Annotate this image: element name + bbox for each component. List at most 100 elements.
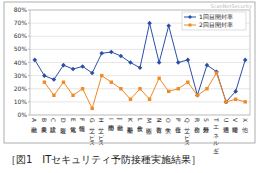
plot-frame	[30, 10, 250, 115]
x-tick-label: F情報	[79, 118, 86, 132]
marker	[205, 63, 210, 68]
x-tick-label: D製造	[60, 118, 67, 134]
marker	[148, 98, 151, 101]
grid-line	[30, 115, 250, 116]
legend-marker	[189, 24, 192, 27]
x-tick-label: K不動産	[127, 118, 134, 134]
x-tick-label: R公務	[194, 118, 201, 133]
marker	[61, 63, 66, 68]
y-tick	[28, 10, 30, 11]
x-tick-label: A金融	[31, 118, 38, 133]
marker	[167, 90, 170, 93]
x-tick-label: S分類外	[203, 118, 210, 133]
marker	[224, 100, 227, 103]
x-tick-label: X他	[242, 118, 249, 133]
y-tick-label: 30%	[14, 72, 28, 79]
marker	[100, 74, 103, 77]
marker	[138, 87, 141, 90]
marker	[214, 69, 219, 74]
marker	[62, 80, 65, 83]
marker	[109, 50, 114, 55]
marker	[215, 71, 218, 74]
marker	[80, 64, 85, 69]
y-tick	[28, 23, 30, 24]
marker	[129, 98, 132, 101]
plot-area	[32, 21, 247, 110]
y-tick	[28, 88, 30, 89]
x-tick-label: Tエネルギー	[213, 117, 220, 155]
y-tick-label: 20%	[14, 85, 28, 92]
marker	[43, 80, 46, 83]
x-tick-label: Gサービス	[88, 118, 96, 146]
x-tick-label: V運輸	[232, 118, 239, 133]
marker	[71, 94, 74, 97]
marker	[233, 89, 238, 94]
marker	[138, 65, 143, 70]
watermark: ScanNetSecurity	[211, 3, 253, 10]
grid-line	[30, 49, 250, 50]
marker	[224, 100, 229, 105]
marker	[110, 80, 113, 83]
marker	[166, 23, 171, 28]
series-line	[44, 73, 245, 108]
grid-line	[30, 101, 250, 102]
marker	[157, 77, 160, 80]
x-tick-label: M医療	[146, 118, 153, 135]
y-tick-label: 40%	[14, 59, 28, 66]
grid-line	[30, 62, 250, 63]
x-tick-label: L飲食	[137, 118, 144, 132]
x-tick-label: I卸小売	[108, 118, 115, 131]
marker	[186, 80, 189, 83]
chart: 0% 10% 20% 30% 40% 50% 60% 70% 80% A金融B農業C建設D製造E電…	[0, 0, 260, 173]
x-tick-label: E電気	[70, 118, 77, 133]
marker	[42, 73, 47, 78]
legend-label: 2回目開封率	[199, 21, 233, 28]
marker	[119, 87, 122, 90]
marker	[176, 60, 181, 65]
x-tick-label: Hサービス	[97, 118, 105, 146]
marker	[128, 60, 133, 65]
marker	[71, 67, 76, 72]
x-tick-label: C建設	[50, 118, 57, 133]
grid-line	[30, 36, 250, 37]
x-tick-label: Qサービス	[183, 118, 191, 146]
x-tick-label: U通信	[223, 118, 230, 133]
marker	[243, 58, 248, 63]
marker	[81, 87, 84, 90]
marker	[90, 107, 93, 110]
x-tick-label: O大学	[165, 118, 172, 134]
marker	[52, 77, 57, 82]
grid-line	[30, 10, 250, 11]
y-tick-label: 80%	[14, 6, 28, 13]
y-tick-label: 60%	[14, 32, 28, 39]
marker	[186, 58, 191, 63]
marker	[52, 94, 55, 97]
marker	[205, 87, 208, 90]
marker	[147, 21, 152, 26]
y-tick	[28, 115, 30, 116]
x-tick-label: J金融	[116, 117, 124, 131]
marker	[90, 71, 95, 76]
y-tick	[28, 101, 30, 102]
legend-label: 1回目開封率	[199, 13, 233, 20]
marker	[32, 58, 37, 63]
marker	[196, 94, 199, 97]
marker	[157, 60, 162, 65]
y-tick	[28, 36, 30, 37]
legend-marker	[188, 15, 192, 19]
marker	[244, 100, 247, 103]
legend	[182, 12, 246, 30]
y-tick-label: 10%	[14, 98, 28, 105]
y-tick-label: 50%	[14, 45, 28, 52]
legend-swatch	[184, 25, 196, 26]
x-tick-label: B農業	[41, 118, 48, 133]
marker	[195, 93, 200, 98]
title: ［図1 ITセキュリティ予防接種実施結果］	[6, 154, 201, 165]
x-tick-label: P複合	[175, 118, 182, 133]
y-tick-label: 0%	[17, 111, 27, 118]
marker	[99, 51, 104, 56]
y-tick	[28, 62, 30, 63]
marker	[234, 98, 237, 101]
series-line	[35, 23, 245, 102]
y-tick-label: 70%	[14, 19, 28, 26]
